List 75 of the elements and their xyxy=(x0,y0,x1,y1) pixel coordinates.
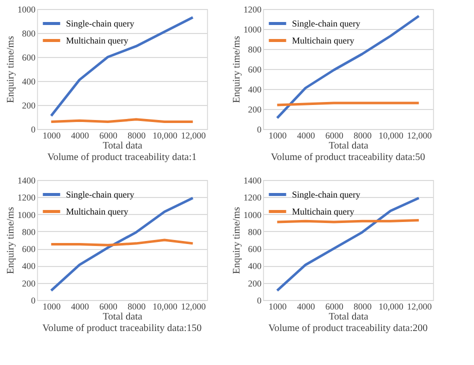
x-tick-label: 12,000 xyxy=(406,302,432,312)
x-axis-title: Total data xyxy=(328,140,369,152)
x-tick-label: 10,000 xyxy=(378,130,404,140)
y-tick-label: 800 xyxy=(22,28,36,38)
legend-label: Single-chain query xyxy=(292,190,361,200)
x-tick-label: 6000 xyxy=(99,130,118,140)
x-tick-label: 8000 xyxy=(354,130,372,140)
x-tick-label: 8000 xyxy=(128,130,146,140)
y-axis-title: Enquiry time/ms xyxy=(6,206,16,274)
line-series xyxy=(50,16,194,118)
text: Volume of product traceability data:1 xyxy=(47,152,197,163)
legend-label: Single-chain query xyxy=(292,18,361,28)
x-tick-label: 8000 xyxy=(354,302,372,312)
y-tick-label: 0 xyxy=(31,296,36,306)
y-tick-label: 1200 xyxy=(244,4,262,14)
y-tick-label: 1000 xyxy=(18,210,36,220)
legend-label: Multichain query xyxy=(292,206,355,216)
y-tick-label: 600 xyxy=(22,244,36,254)
x-tick-label: 10,000 xyxy=(378,302,404,312)
y-tick-label: 800 xyxy=(22,226,36,237)
y-tick-label: 200 xyxy=(22,100,36,110)
x-tick-label: 8000 xyxy=(128,302,146,312)
x-tick-label: 1000 xyxy=(268,130,288,140)
y-tick-label: 1000 xyxy=(244,210,262,220)
x-tick-label: 6000 xyxy=(99,302,118,312)
text: Volume of product traceability data:50 xyxy=(270,152,426,163)
x-tick-label: 6000 xyxy=(325,130,344,140)
x-axis-title: Total data xyxy=(328,312,369,322)
y-tick-label: 400 xyxy=(22,76,36,86)
y-tick-label: 1400 xyxy=(18,176,36,186)
y-tick-label: 200 xyxy=(248,104,262,114)
x-tick-label: 12,000 xyxy=(406,130,432,140)
y-tick-label: 600 xyxy=(248,244,262,254)
legend-label: Multichain query xyxy=(66,36,129,46)
y-tick-label: 600 xyxy=(248,64,262,74)
y-tick-label: 1400 xyxy=(244,176,262,186)
x-tick-label: 10,000 xyxy=(152,302,178,312)
x-tick-label: 1000 xyxy=(42,302,62,312)
x-tick-label: 12,000 xyxy=(180,130,206,140)
y-tick-label: 1000 xyxy=(244,24,262,34)
y-tick-label: 400 xyxy=(248,261,262,272)
legend-label: Single-chain query xyxy=(66,190,135,200)
x-tick-label: 4000 xyxy=(71,302,90,312)
x-tick-label: 4000 xyxy=(297,130,316,140)
y-tick-label: 800 xyxy=(248,44,262,54)
x-tick-label: 1000 xyxy=(42,130,62,140)
line-series xyxy=(276,14,420,120)
y-axis-title: Enquiry time/ms xyxy=(232,36,242,103)
y-tick-label: 1200 xyxy=(18,192,36,203)
y-tick-label: 800 xyxy=(248,226,262,237)
y-tick-label: 0 xyxy=(257,296,262,306)
y-axis-title: Enquiry time/ms xyxy=(6,36,16,103)
y-tick-label: 1200 xyxy=(244,192,262,203)
x-axis-title: Total data xyxy=(102,140,143,152)
y-tick-label: 1000 xyxy=(18,4,36,14)
text: Volume of product traceability data:200 xyxy=(268,323,428,334)
y-tick-label: 0 xyxy=(31,124,36,134)
x-tick-label: 10,000 xyxy=(152,130,178,140)
legend-label: Single-chain query xyxy=(66,18,135,28)
x-tick-label: 4000 xyxy=(297,302,316,312)
y-axis-title: Enquiry time/ms xyxy=(232,206,242,274)
y-tick-label: 0 xyxy=(257,124,262,134)
y-tick-label: 600 xyxy=(22,52,36,62)
legend-label: Multichain query xyxy=(66,206,129,216)
y-tick-label: 400 xyxy=(22,261,36,272)
x-tick-label: 6000 xyxy=(325,302,344,312)
y-tick-label: 400 xyxy=(248,84,262,94)
x-tick-label: 1000 xyxy=(268,302,288,312)
y-tick-label: 200 xyxy=(22,278,36,288)
y-tick-label: 200 xyxy=(248,278,262,288)
x-axis-title: Total data xyxy=(102,312,143,322)
legend-label: Multichain query xyxy=(292,36,355,46)
text: Volume of product traceability data:150 xyxy=(42,323,202,334)
x-tick-label: 4000 xyxy=(71,130,90,140)
x-tick-label: 12,000 xyxy=(180,302,206,312)
